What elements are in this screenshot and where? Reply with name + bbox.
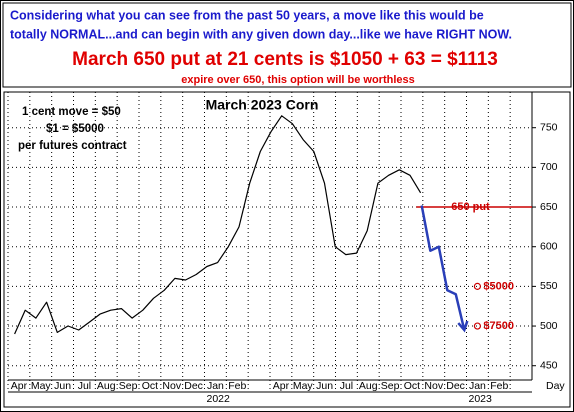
x-tick-label: Aug xyxy=(359,380,378,392)
x-tick-label: Aug xyxy=(97,380,116,392)
x-tick-label: Oct xyxy=(404,380,420,392)
note: per futures contract xyxy=(18,140,127,152)
reference-label: 650 put xyxy=(451,201,490,213)
x-tick-label: Jun xyxy=(54,380,71,392)
plot: Apr May Jun Jul Aug Sep Oct Nov Dec Jan Feb Apr May J… xyxy=(7,92,565,405)
y-tick-label: 550 xyxy=(540,280,558,292)
y-tick-label: 450 xyxy=(540,360,558,372)
year-label: 2023 xyxy=(469,393,493,405)
y-tick-label: 500 xyxy=(540,320,558,332)
x-tick-label: Nov xyxy=(162,380,181,392)
x-unit-label: Day xyxy=(546,380,565,392)
y-tick-label: 700 xyxy=(540,161,558,173)
arrow-head xyxy=(457,320,469,333)
x-tick-label: Feb xyxy=(490,380,508,392)
headline: March 650 put at 21 cents is $1050 + 63 … xyxy=(72,49,498,70)
header-line: totally NORMAL...and can begin with any … xyxy=(10,27,512,41)
note: 1 cent move = $50 xyxy=(22,106,121,118)
target-marker xyxy=(473,322,482,330)
x-tick-label: Oct xyxy=(142,380,158,392)
x-tick-label: Jun xyxy=(316,380,333,392)
year-label: 2022 xyxy=(207,393,231,405)
x-tick-label: Jan xyxy=(469,380,486,392)
header-line: Considering what you can see from the pa… xyxy=(10,8,484,22)
chart-title: March 2023 Corn xyxy=(206,97,319,113)
x-tick-label: Dec xyxy=(446,380,465,392)
x-tick-label: Sep xyxy=(119,380,138,392)
x-tick-label: Nov xyxy=(424,380,443,392)
x-tick-label: Feb xyxy=(228,380,246,392)
chart-box xyxy=(3,91,571,408)
x-tick-label: Apr xyxy=(273,380,290,392)
y-tick-label: 600 xyxy=(540,240,558,252)
y-tick-label: 750 xyxy=(540,121,558,133)
x-tick-label: May xyxy=(293,380,314,392)
x-tick-label: Jul xyxy=(78,380,91,392)
x-tick-label: Dec xyxy=(184,380,203,392)
x-tick-label: Jul xyxy=(340,380,353,392)
target-marker xyxy=(473,282,482,290)
target-label: $7500 xyxy=(483,320,514,332)
x-tick-label: Apr xyxy=(11,380,28,392)
note: $1 = $5000 xyxy=(46,123,104,135)
y-tick-label: 650 xyxy=(540,201,558,213)
subline: expire over 650, this option will be wor… xyxy=(181,74,415,86)
x-tick-label: Sep xyxy=(381,380,400,392)
x-tick-label: Jan xyxy=(207,380,224,392)
target-label: $5000 xyxy=(483,280,514,292)
header-box xyxy=(2,2,572,88)
x-tick-label: May xyxy=(31,380,52,392)
projection-line xyxy=(420,205,466,331)
price-line xyxy=(14,115,422,335)
